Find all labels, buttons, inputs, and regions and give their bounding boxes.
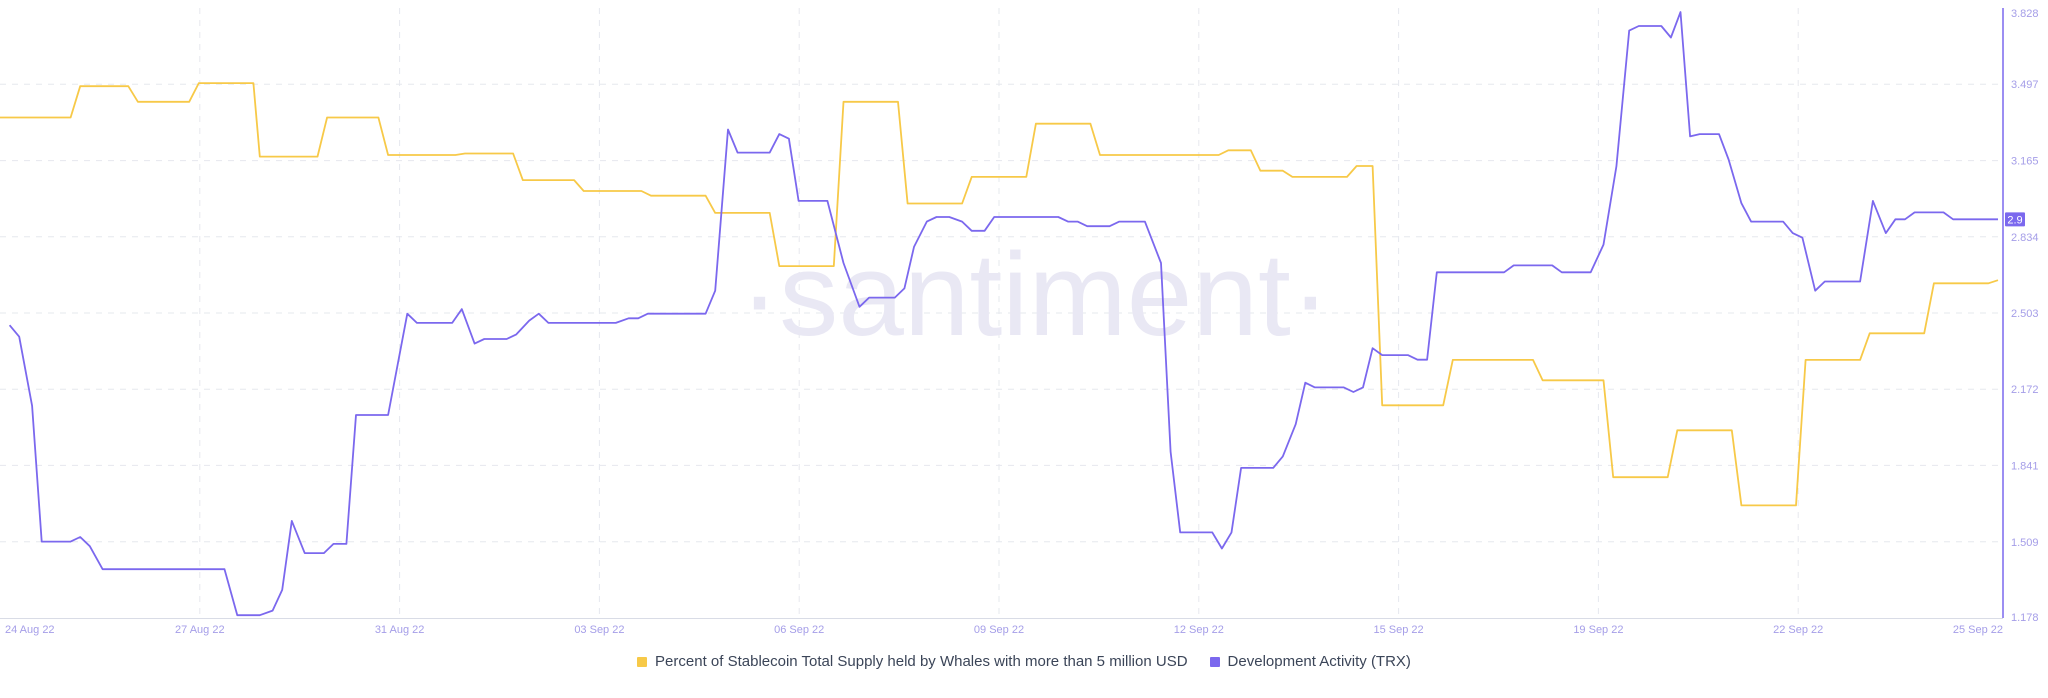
- x-tick-label: 31 Aug 22: [375, 624, 425, 636]
- x-tick-label: 25 Sep 22: [1953, 624, 2003, 636]
- current-value-badge-bg: [2005, 212, 2025, 227]
- x-tick-label: 19 Sep 22: [1573, 624, 1623, 636]
- current-value-badge-label: 2.9: [2007, 214, 2022, 226]
- legend-label-dev-activity: Development Activity (TRX): [1227, 653, 1411, 670]
- series-line-dev-activity: [8, 11, 1998, 617]
- x-tick-label: 09 Sep 22: [974, 624, 1024, 636]
- y-tick-label: 1.178: [2011, 612, 2039, 624]
- legend-item-stablecoin[interactable]: Percent of Stablecoin Total Supply held …: [637, 653, 1188, 670]
- legend: Percent of Stablecoin Total Supply held …: [0, 653, 2048, 670]
- legend-swatch-dev-activity: [1209, 656, 1220, 667]
- x-tick-label: 24 Aug 22: [5, 624, 55, 636]
- x-tick-label: 22 Sep 22: [1773, 624, 1823, 636]
- y-tick-label: 2.834: [2011, 232, 2039, 244]
- y-tick-label: 3.165: [2011, 156, 2039, 168]
- y-tick-label: 3.828: [2011, 8, 2039, 20]
- x-tick-label: 15 Sep 22: [1374, 624, 1424, 636]
- legend-label-stablecoin: Percent of Stablecoin Total Supply held …: [655, 653, 1188, 670]
- x-tick-label: 27 Aug 22: [175, 624, 225, 636]
- x-tick-label: 12 Sep 22: [1174, 624, 1224, 636]
- series-line-stablecoin: [0, 82, 1999, 507]
- x-tick-label: 06 Sep 22: [774, 624, 824, 636]
- series-layer: [0, 11, 1999, 617]
- y-tick-label: 3.497: [2011, 79, 2039, 91]
- grid-layer: [0, 8, 1998, 618]
- y-tick-label: 1.509: [2011, 537, 2039, 549]
- x-tick-label: 03 Sep 22: [574, 624, 624, 636]
- y-tick-label: 2.503: [2011, 308, 2039, 320]
- current-value-badge: 2.9: [2005, 212, 2025, 227]
- y-tick-label: 1.841: [2011, 460, 2039, 472]
- y-tick-label: 2.172: [2011, 384, 2039, 396]
- legend-swatch-stablecoin: [637, 656, 648, 667]
- legend-item-dev-activity[interactable]: Development Activity (TRX): [1209, 653, 1411, 670]
- axis-layer: 24 Aug 22 27 Aug 22 31 Aug 22 03 Sep 22 06 S…: [0, 8, 2039, 636]
- watermark: ·santiment·: [740, 229, 1330, 361]
